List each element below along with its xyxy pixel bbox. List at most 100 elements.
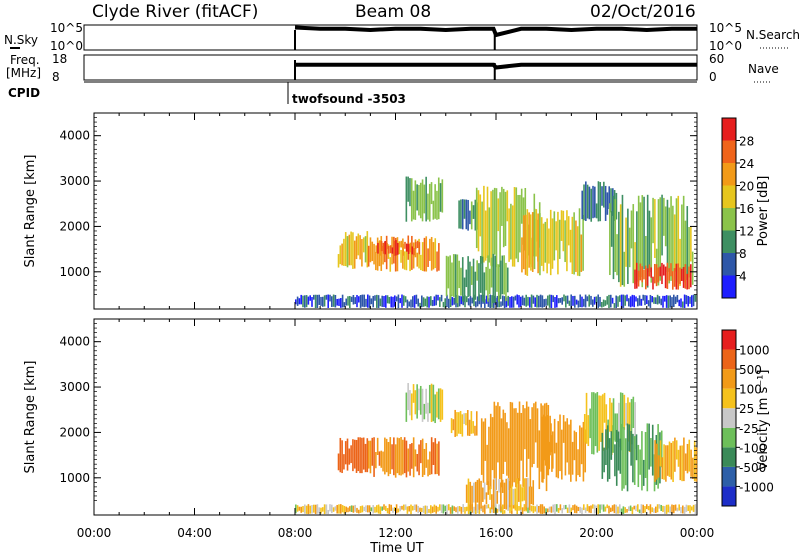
range-gate-cell (485, 266, 487, 291)
range-gate-cell (498, 504, 500, 512)
range-gate-cell (614, 199, 617, 272)
range-gate-cell (432, 384, 435, 422)
range-gate-cell (561, 508, 563, 514)
range-gate-cell (564, 421, 567, 476)
range-gate-cell (398, 241, 401, 255)
range-gate-cell (691, 506, 693, 511)
range-gate-cell (666, 199, 669, 272)
range-gate-cell (364, 443, 367, 473)
range-gate-cell (619, 438, 622, 474)
range-gate-cell (568, 424, 570, 475)
range-gate-cell (506, 190, 509, 222)
range-gate-cell (601, 432, 604, 479)
range-gate-cell (375, 451, 377, 469)
range-gate-cell (526, 209, 529, 276)
range-gate-cell (624, 295, 626, 306)
range-gate-cell (414, 390, 417, 415)
range-gate-cell (528, 212, 530, 268)
nsky-label: N.Sky (4, 33, 38, 47)
range-gate-cell (392, 296, 394, 308)
range-gate-cell (323, 504, 326, 515)
colorbar-tick-label: -100 (739, 441, 766, 455)
range-gate-cell (430, 505, 432, 514)
colorbar-tick-label: 4 (739, 270, 747, 284)
range-gate-cell (594, 186, 596, 218)
scatter-region (521, 208, 584, 277)
range-gate-cell (593, 504, 596, 514)
range-gate-cell (413, 295, 416, 308)
range-gate-cell (456, 254, 459, 304)
range-gate-cell (347, 296, 349, 306)
range-gate-cell (386, 508, 389, 514)
range-gate-cell (546, 218, 548, 274)
range-gate-cell (682, 195, 685, 283)
range-gate-cell (427, 402, 429, 422)
colorbar-tick-label: 24 (739, 157, 754, 171)
range-gate-cell (430, 437, 433, 475)
range-gate-cell (649, 294, 652, 308)
range-gate-cell (646, 268, 649, 286)
range-gate-cell (577, 300, 580, 308)
scatter-region (405, 176, 444, 222)
range-gate-cell (343, 505, 346, 514)
range-gate-cell (549, 209, 552, 276)
range-gate-cell (615, 192, 618, 220)
colorbar-swatch (722, 466, 736, 487)
range-gate-cell (622, 294, 625, 308)
range-gate-cell (661, 457, 664, 480)
range-gate-cell (423, 184, 426, 214)
range-gate-cell (359, 295, 362, 308)
range-gate-cell (414, 449, 417, 467)
range-gate-cell (495, 405, 497, 490)
range-gate-cell (295, 299, 297, 305)
range-gate-cell (481, 256, 484, 302)
range-gate-cell (599, 296, 601, 307)
range-gate-cell (316, 504, 319, 514)
range-gate-cell (610, 294, 612, 308)
range-gate-cell (513, 408, 515, 483)
range-gate-cell (553, 211, 556, 261)
range-gate-cell (453, 506, 455, 511)
range-gate-cell (653, 263, 656, 284)
range-gate-cell (608, 438, 611, 480)
range-gate-cell (463, 199, 466, 219)
range-gate-cell (522, 404, 524, 487)
range-gate-cell (541, 504, 544, 514)
range-gate-cell (498, 479, 500, 493)
range-gate-cell (669, 295, 671, 308)
range-gate-cell (608, 294, 610, 309)
range-gate-cell (358, 296, 360, 303)
range-gate-cell (611, 297, 614, 304)
range-gate-cell (644, 506, 646, 513)
range-gate-cell (557, 421, 560, 479)
range-gate-cell (631, 507, 634, 514)
range-gate-cell (637, 444, 640, 488)
range-gate-cell (667, 295, 670, 309)
range-gate-cell (614, 413, 617, 442)
range-gate-cell (416, 453, 419, 472)
nsky-tick-top: 10^5 (50, 21, 83, 35)
range-gate-cell (381, 295, 383, 307)
range-gate-cell (339, 245, 342, 265)
range-gate-cell (494, 478, 497, 508)
range-gate-cell (628, 506, 630, 512)
range-gate-cell (438, 243, 440, 271)
range-gate-cell (470, 411, 473, 434)
range-gate-cell (444, 298, 446, 308)
range-gate-cell (623, 394, 626, 430)
range-gate-cell (461, 257, 464, 302)
range-gate-cell (575, 299, 578, 305)
beam-title: Beam 08 (355, 2, 431, 22)
range-gate-cell (349, 296, 351, 309)
range-gate-cell (376, 237, 379, 271)
range-gate-cell (506, 422, 508, 476)
range-gate-cell (656, 294, 659, 305)
range-gate-cell (388, 296, 391, 304)
range-gate-cell (473, 506, 475, 514)
range-gate-cell (513, 187, 516, 267)
range-gate-cell (475, 187, 478, 249)
range-gate-cell (461, 414, 464, 437)
scatter-region (480, 401, 553, 492)
range-gate-cell (677, 263, 679, 290)
range-gate-cell (489, 294, 491, 308)
